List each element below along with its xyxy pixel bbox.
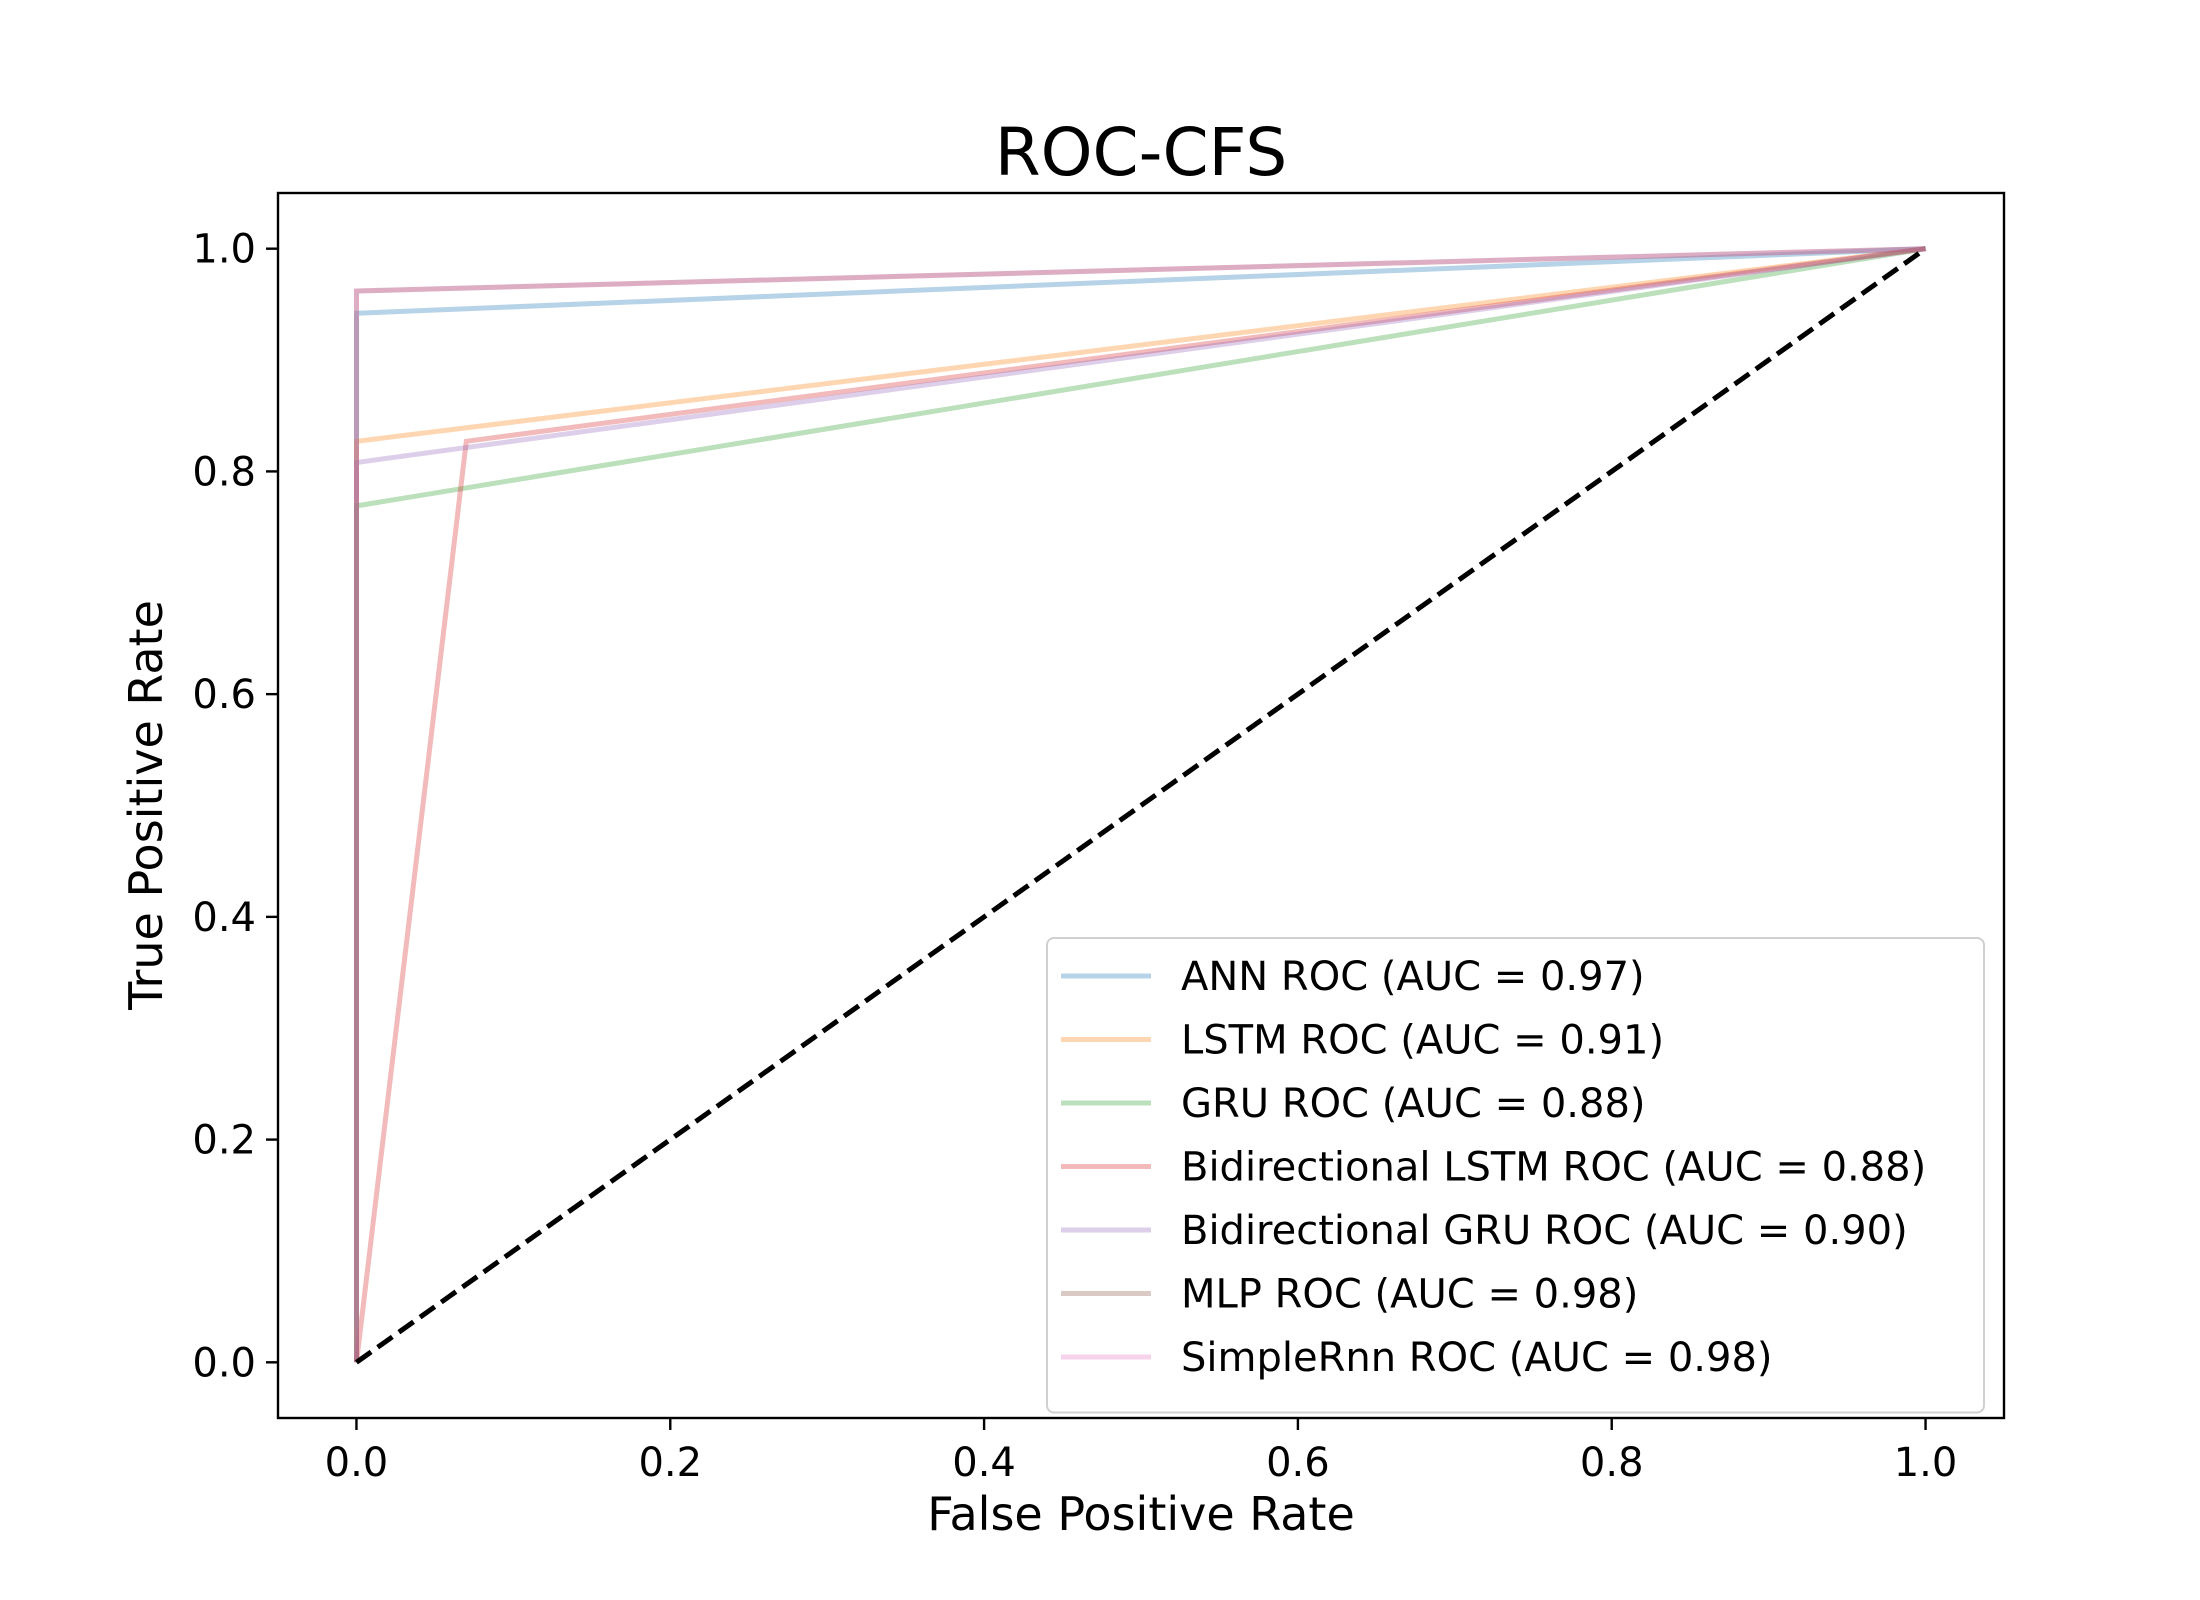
axis-ticks: 0.0 0.2 0.4 0.6 0.8 1.0 0.0 0.2 0.4 0.6 0.8 1.0 <box>192 227 1957 1486</box>
plot-frame <box>276 191 2006 1420</box>
legend-label: MLP ROC (AUC = 0.98) <box>1181 1272 1638 1318</box>
series-line-6 <box>354 246 1926 1363</box>
legend-label: SimpleRnn ROC (AUC = 0.98) <box>1181 1335 1773 1381</box>
legend-label: GRU ROC (AUC = 0.88) <box>1181 1081 1646 1127</box>
x-axis-label: False Positive Rate <box>927 1487 1355 1541</box>
legend-label: LSTM ROC (AUC = 0.91) <box>1181 1018 1664 1064</box>
y-tick-label: 0.6 <box>192 672 256 718</box>
series-line-5 <box>354 246 1926 1363</box>
x-tick-label: 0.4 <box>952 1440 1016 1486</box>
series-line-4 <box>354 246 1926 1363</box>
legend-label: ANN ROC (AUC = 0.97) <box>1181 954 1645 1000</box>
plot-area <box>354 246 1927 1365</box>
legend: ANN ROC (AUC = 0.97) LSTM ROC (AUC = 0.91… <box>1046 937 1985 1414</box>
series-line-3 <box>354 246 1926 1363</box>
legend-box <box>1046 937 1985 1414</box>
series-line-2 <box>354 246 1926 1363</box>
x-tick-label: 1.0 <box>1894 1440 1958 1486</box>
series-line-1 <box>354 246 1926 1363</box>
x-tick-label: 0.8 <box>1580 1440 1644 1486</box>
chart-title: ROC-CFS <box>995 114 1288 191</box>
y-tick-label: 0.2 <box>192 1118 256 1164</box>
x-tick-label: 0.2 <box>638 1440 702 1486</box>
x-tick-label: 0.6 <box>1266 1440 1330 1486</box>
y-tick-label: 0.0 <box>192 1340 256 1386</box>
y-axis-label: True Positive Rate <box>119 600 173 1011</box>
series-line-7 <box>354 246 1926 1363</box>
y-tick-label: 0.4 <box>192 895 256 941</box>
y-tick-label: 0.8 <box>192 449 256 495</box>
legend-label: Bidirectional GRU ROC (AUC = 0.90) <box>1181 1208 1908 1254</box>
legend-label: Bidirectional LSTM ROC (AUC = 0.88) <box>1181 1145 1926 1191</box>
chance-diagonal-line <box>355 246 1927 1365</box>
x-tick-label: 0.0 <box>325 1440 389 1486</box>
y-tick-label: 1.0 <box>192 227 256 273</box>
